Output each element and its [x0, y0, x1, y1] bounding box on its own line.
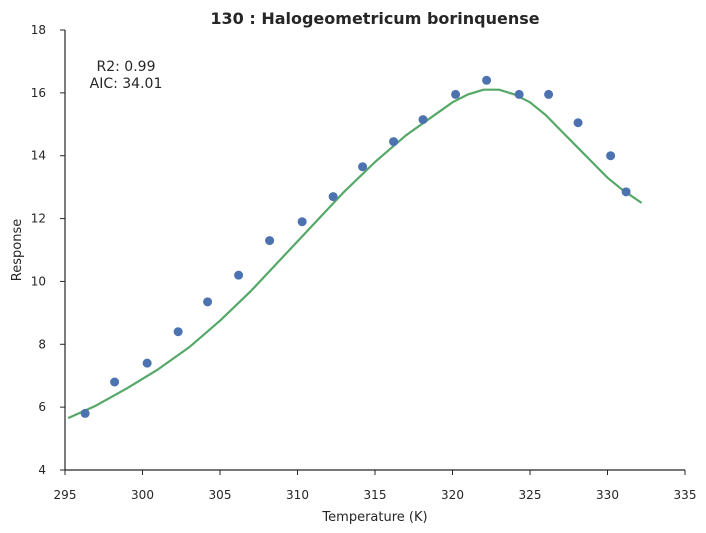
aic-annotation: AIC: 34.01 [90, 76, 163, 92]
x-axis-label: Temperature (K) [321, 510, 427, 525]
data-point [265, 236, 275, 246]
data-point [621, 187, 631, 197]
data-point [451, 89, 461, 99]
data-point [418, 115, 428, 125]
axes: 295 300 305 310 315 320 325 330 335 4 6 8 10 12 14 16 18 [31, 23, 697, 502]
data-point [110, 377, 120, 387]
fit-curve [67, 88, 643, 420]
r2-annotation: R2: 0.99 [97, 59, 156, 75]
y-tick-label: 10 [31, 274, 46, 288]
data-point [573, 118, 583, 128]
x-tick-label: 335 [674, 488, 697, 502]
y-tick-label: 6 [38, 400, 46, 414]
y-tick-label: 18 [31, 23, 46, 37]
y-tick-label: 4 [38, 463, 46, 477]
x-tick-label: 300 [131, 488, 154, 502]
y-tick-label: 16 [31, 86, 46, 100]
x-tick-label: 305 [209, 488, 232, 502]
y-tick-label: 12 [31, 212, 46, 226]
data-point [234, 270, 244, 280]
data-point [544, 89, 554, 99]
x-tick-label: 295 [54, 488, 77, 502]
y-tick-label: 14 [31, 149, 46, 163]
data-point [328, 192, 338, 202]
data-point [80, 408, 90, 418]
data-point [514, 89, 524, 99]
chart-title: 130 : Halogeometricum borinquense [210, 9, 539, 28]
data-point [606, 151, 616, 161]
data-point [482, 75, 492, 85]
x-tick-label: 325 [519, 488, 542, 502]
y-tick-label: 8 [38, 337, 46, 351]
x-tick-label: 315 [364, 488, 387, 502]
x-tick-label: 320 [441, 488, 464, 502]
data-point [297, 217, 307, 227]
x-tick-label: 310 [286, 488, 309, 502]
data-point [173, 327, 183, 337]
data-point [142, 358, 152, 368]
x-tick-label: 330 [596, 488, 619, 502]
data-point [389, 137, 399, 147]
data-point [358, 162, 368, 172]
plot-area [67, 75, 643, 420]
y-axis-label: Response [10, 219, 25, 281]
data-point [203, 297, 213, 307]
